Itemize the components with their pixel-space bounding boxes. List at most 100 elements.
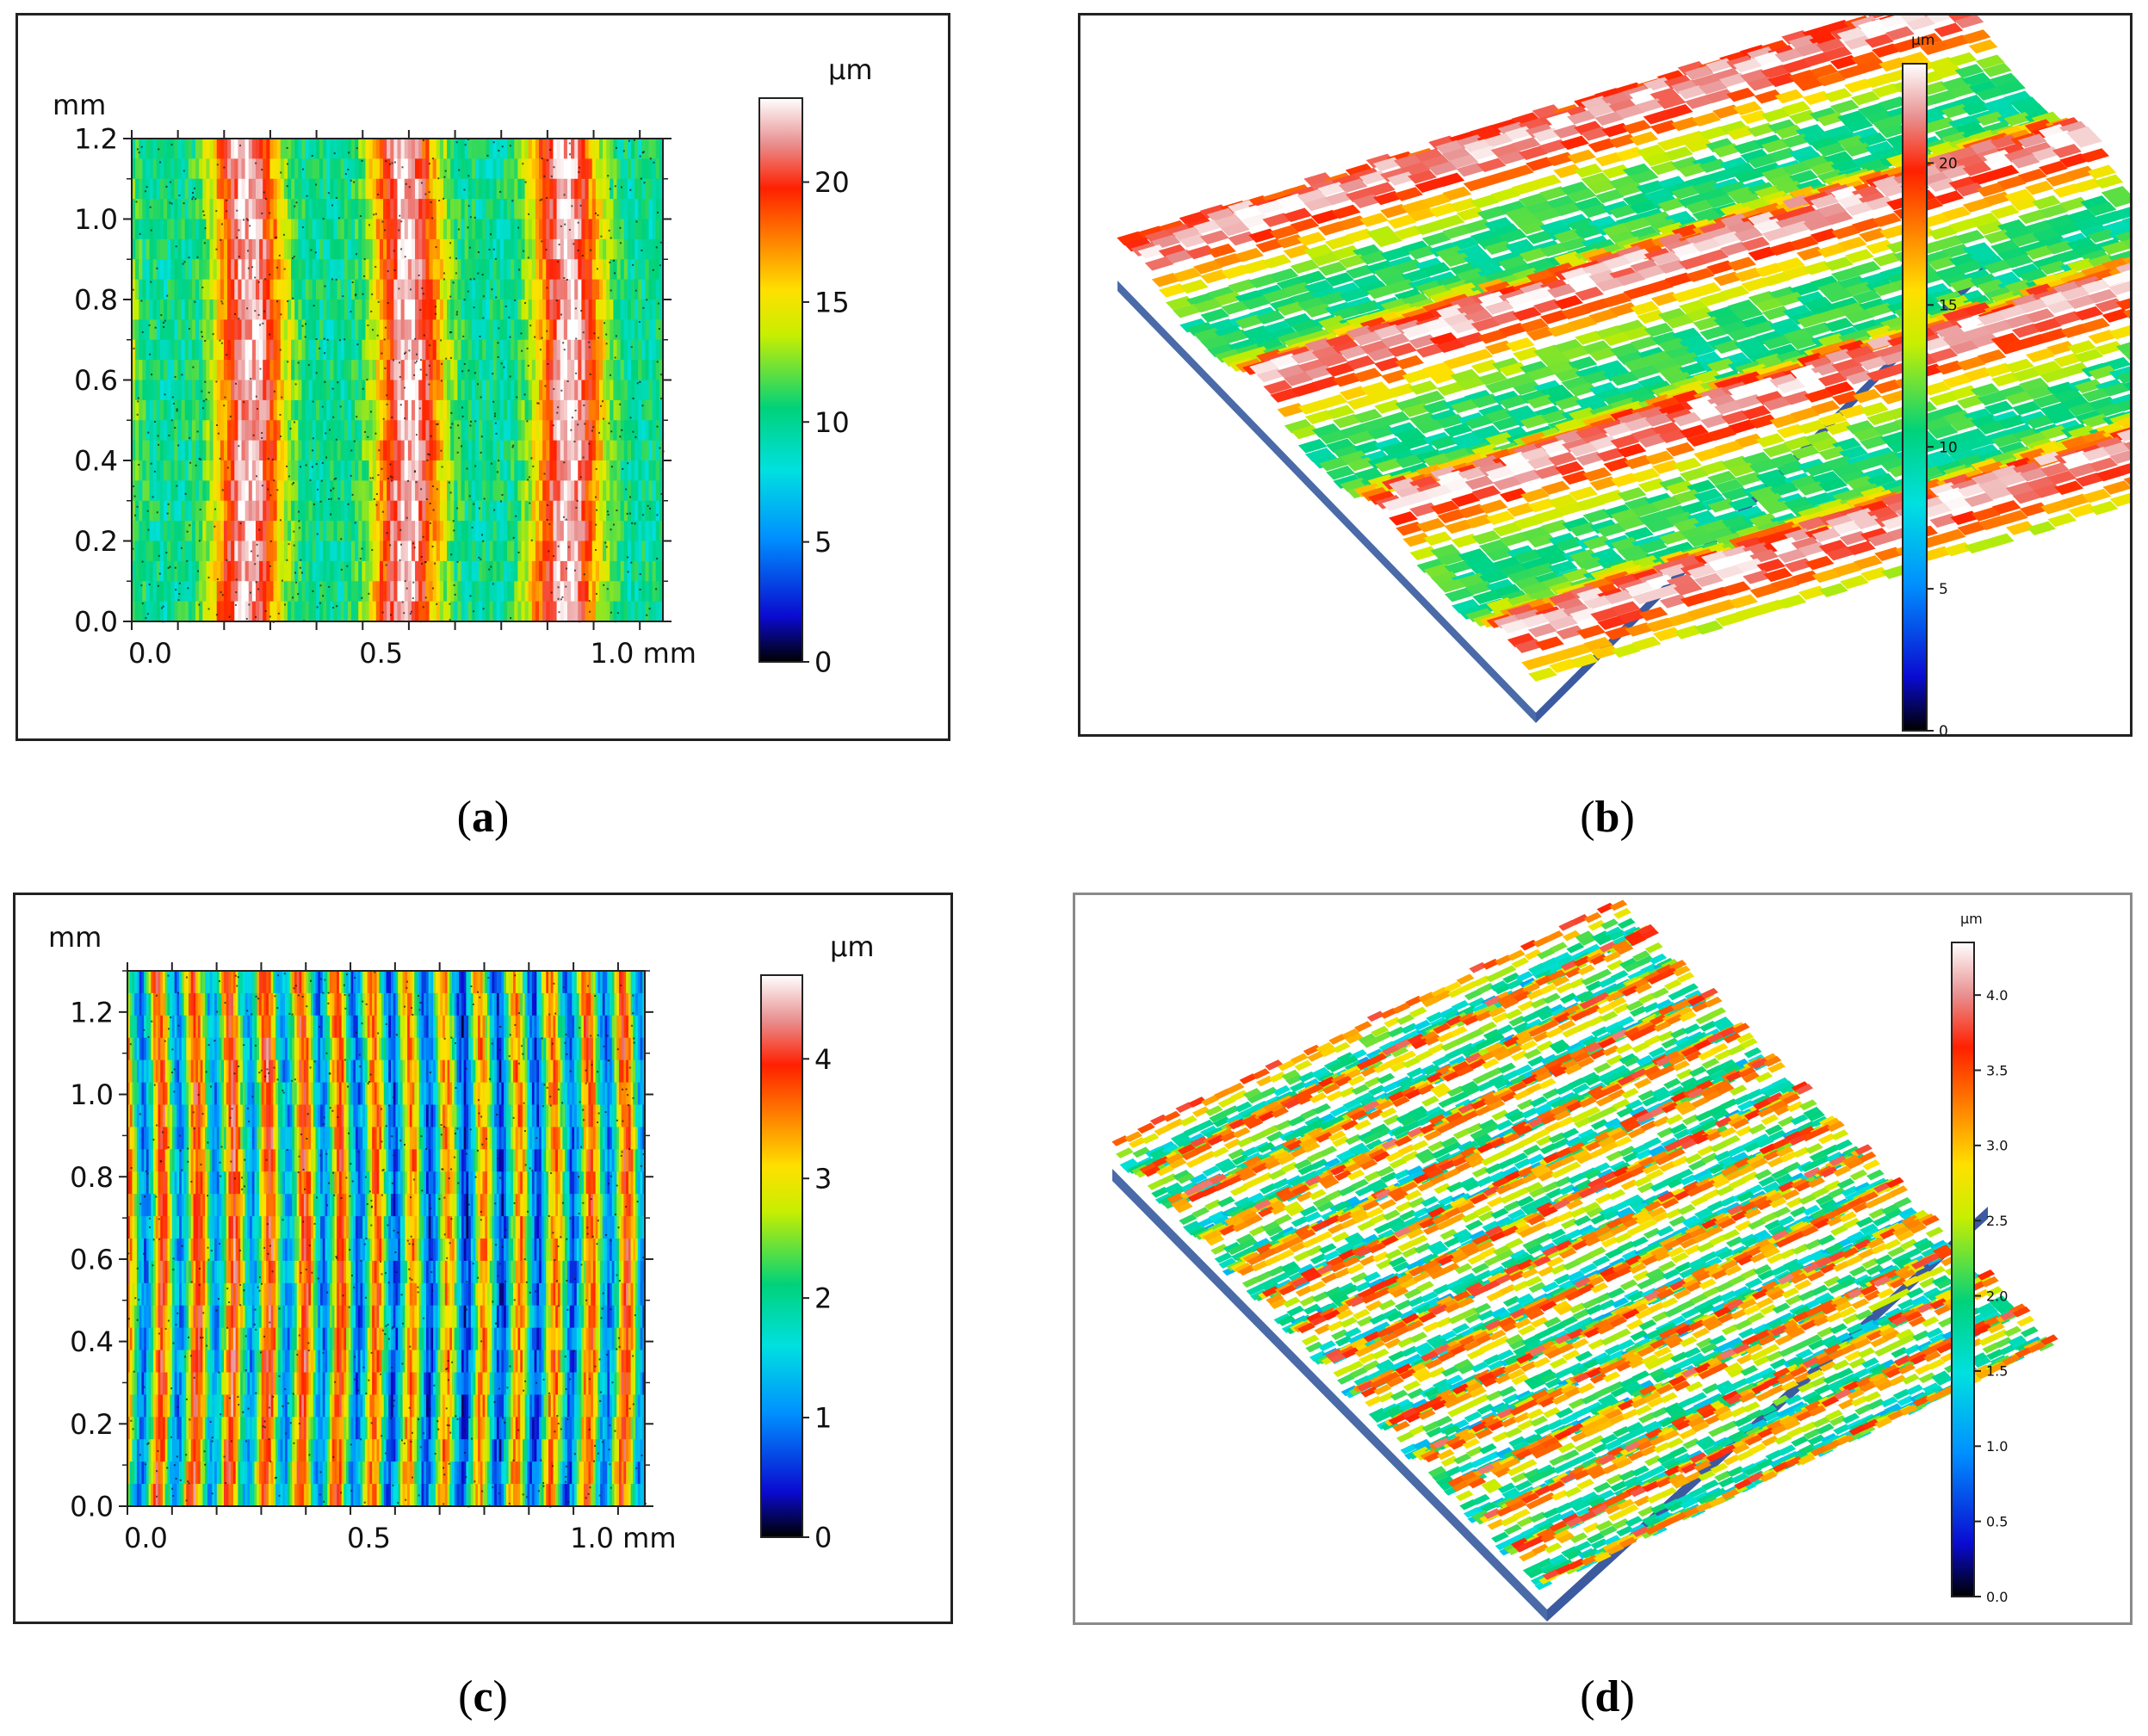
speckle <box>387 270 389 273</box>
heatmap-cell <box>358 139 362 159</box>
heatmap-cell <box>269 541 275 562</box>
speckle <box>420 182 423 184</box>
heatmap-cell <box>135 199 139 220</box>
speckle <box>346 565 349 567</box>
heatmap-cell <box>308 399 313 421</box>
heatmap-cell <box>273 500 278 522</box>
speckle <box>257 281 260 283</box>
speckle <box>169 181 171 183</box>
heatmap-cell <box>149 238 154 260</box>
heatmap-cell <box>496 360 501 381</box>
surface-facet <box>1339 287 1368 302</box>
heatmap-cell <box>616 500 622 522</box>
heatmap-cell <box>535 339 540 361</box>
heatmap-cell <box>503 360 508 381</box>
heatmap-cell <box>638 521 642 542</box>
heatmap-cell <box>560 460 565 481</box>
speckle <box>330 513 332 516</box>
heatmap-cell <box>578 380 582 401</box>
speckle <box>284 603 286 606</box>
speckle <box>560 225 562 227</box>
speckle <box>269 540 272 542</box>
heatmap-cell <box>400 199 405 220</box>
heatmap-cell <box>213 521 218 542</box>
heatmap-cell <box>167 440 171 461</box>
heatmap-cell <box>323 399 327 421</box>
heatmap-cell <box>375 601 381 622</box>
heatmap-cell <box>280 541 285 562</box>
heatmap-cell <box>549 259 554 281</box>
heatmap-cell <box>273 178 278 200</box>
heatmap-cell <box>447 521 451 542</box>
heatmap-cell <box>340 521 345 542</box>
heatmap-cell <box>368 521 374 542</box>
heatmap-cell <box>517 581 523 602</box>
heatmap-cell <box>447 581 451 602</box>
heatmap-cell <box>251 199 257 220</box>
speckle <box>590 249 592 251</box>
heatmap-cell <box>620 541 625 562</box>
heatmap-cell <box>142 521 147 542</box>
heatmap-cell <box>578 238 582 260</box>
heatmap-cell <box>152 319 158 341</box>
heatmap-cell <box>156 420 161 442</box>
heatmap-cell <box>287 139 292 159</box>
heatmap-cell <box>634 420 639 442</box>
heatmap-cell <box>269 259 275 281</box>
heatmap-cell <box>645 440 650 461</box>
speckle <box>516 396 518 398</box>
heatmap-cell <box>184 360 189 381</box>
surface-facet <box>1338 178 1368 194</box>
speckle <box>293 482 294 484</box>
heatmap-cell <box>245 259 250 281</box>
heatmap-cell <box>432 279 437 300</box>
heatmap-cell <box>404 560 409 582</box>
heatmap-cell <box>542 158 547 180</box>
speckle <box>389 463 392 466</box>
heatmap-cell <box>315 541 320 562</box>
heatmap-cell <box>231 460 235 481</box>
heatmap-cell <box>521 380 526 401</box>
heatmap-cell <box>542 399 547 421</box>
heatmap-cell <box>503 219 508 240</box>
speckle <box>212 333 214 336</box>
heatmap-cell <box>528 238 533 260</box>
heatmap-cell <box>177 601 183 622</box>
speckle <box>258 528 261 531</box>
heatmap-cell <box>337 480 342 502</box>
heatmap-cell <box>645 500 650 522</box>
heatmap-cell <box>507 360 511 381</box>
heatmap-cell <box>241 521 246 542</box>
heatmap-cell <box>603 339 607 361</box>
heatmap-cell <box>482 360 486 381</box>
heatmap-cell <box>273 541 278 562</box>
heatmap-cell <box>301 259 306 281</box>
heatmap-cell <box>195 279 200 300</box>
speckle <box>215 380 218 383</box>
speckle <box>344 173 347 176</box>
heatmap-cell <box>439 259 444 281</box>
heatmap-cell <box>479 420 483 442</box>
speckle <box>457 424 460 427</box>
speckle <box>330 497 332 500</box>
heatmap-cell <box>511 219 515 240</box>
heatmap-cell <box>220 178 225 200</box>
speckle <box>659 374 662 376</box>
heatmap-cell <box>439 158 444 180</box>
heatmap-cell <box>294 440 299 461</box>
speckle <box>359 215 362 218</box>
heatmap-cell <box>344 541 349 562</box>
heatmap-cell <box>623 360 628 381</box>
speckle <box>183 170 185 172</box>
heatmap-cell <box>255 360 260 381</box>
heatmap-cell <box>429 279 434 300</box>
heatmap-cell <box>531 460 536 481</box>
heatmap-cell <box>648 500 653 522</box>
heatmap-cell <box>216 139 221 159</box>
speckle <box>325 456 327 459</box>
heatmap-cell <box>620 399 625 421</box>
heatmap-cell <box>263 319 267 341</box>
speckle <box>619 242 622 244</box>
heatmap-cell <box>616 319 622 341</box>
heatmap-cell <box>627 300 632 320</box>
